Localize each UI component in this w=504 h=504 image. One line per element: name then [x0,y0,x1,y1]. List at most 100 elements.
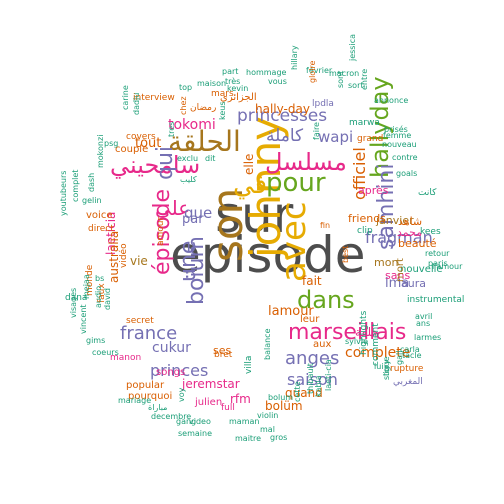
word-entre: entre [360,68,369,90]
word-larmes: larmes [414,333,442,342]
word-maitre: maitre [235,434,262,443]
word-kevin: kevin [227,84,249,93]
word-ans: ans [416,319,431,328]
word-tout: tout [135,136,162,151]
word-bs: bs [95,274,105,283]
word-grand: grand [357,134,384,144]
word-marwa: marwa [349,118,380,128]
word-femme: femme [383,131,412,140]
word-halqa: حلقة [355,325,379,339]
word-audio: audio [94,285,103,308]
word-dash: dash [87,172,96,192]
word-sylvie: sylvie [345,337,369,346]
word-gloire: gloire [308,60,317,83]
word-kees: kees [420,227,441,237]
word-mubaraa: مباراة [148,403,168,412]
word-ligue: ligue [382,356,391,376]
word-gelin: gelin [82,196,102,205]
word-complete: complete [345,345,411,361]
word-youtubeurs: youtubeurs [59,170,68,216]
word-fevrier: février [306,66,333,75]
word-pour: pour [266,168,326,198]
word-lamour-2: l'amour [432,262,463,271]
word-kamila: كاملة [266,126,304,146]
word-keus: keus [218,101,227,120]
word-lui: lui [374,362,384,371]
word-semaine: semaine [178,429,212,438]
word-carla: carla [400,345,420,354]
word-tacle: tacle [402,351,422,360]
word-vous: vous [268,77,287,86]
word-boium: boïum [184,236,209,305]
word-retour: retour [425,249,450,258]
word-apres: après [358,184,389,197]
word-nouveau: nouveau [382,140,417,149]
word-hally-day: hally-day [255,102,310,116]
word-villa: villa [244,355,254,374]
word-popular: popular [126,380,165,391]
word-bolum-2: bolum [268,393,294,402]
word-highlights: highlights [359,310,369,355]
word-avril: avril [415,312,433,321]
word-david: david [103,287,112,310]
word-exclu: exclu [177,154,199,163]
word-psg: psg [104,139,119,148]
word-best: best [341,245,350,263]
word-avec: avec [274,201,314,282]
word-ses: ses [213,344,232,357]
word-laura: laura [398,277,427,290]
word-clip: clip [357,226,373,236]
word-faire: faire [312,122,321,140]
word-laeti-cia: laeti-cia [324,359,333,391]
word-manon: manon [110,353,142,363]
word-mort: mort [395,258,406,282]
word-dadju: dadju [132,92,141,115]
word-anges: anges [285,348,340,369]
word-hillary: hillary [290,45,299,70]
word-shahid: شاهد [398,215,423,228]
word-tres: très [225,77,241,86]
word-cette: cette [293,381,302,402]
word-part: part [222,67,239,76]
word-comment: comment [371,323,381,366]
word-complet: complet [71,169,80,202]
word-ala: على [155,196,191,220]
word-princes: princes [150,361,209,380]
word-saison: saison [287,370,338,389]
word-mon: mon [374,256,399,269]
word-fait: fait [302,274,322,288]
word-kanat: كانت [418,188,437,198]
word-friends: friends [348,212,386,225]
word-fragman: fragman [365,228,433,247]
word-maman: maman [229,417,260,426]
word-pourquoi: pourquoi [128,391,173,402]
word-mal: mal [260,425,275,434]
word-dans: dans [297,286,355,314]
word-quand: quand [285,386,323,400]
word-amour: amour [156,216,166,246]
word-wapi: wapi [318,128,354,146]
word-mohamed: محمد [397,226,423,239]
word-par: par [182,212,204,227]
word-elle: elle [242,153,256,175]
word-top: top [179,83,193,92]
word-instrumental: instrumental [407,295,465,305]
word-nouvelle: nouvelle [400,264,443,275]
word-bolum-1: bolüm [265,399,303,413]
word-balance: balance [263,328,272,361]
word-brises: brisés [384,125,408,134]
word-macron: macron [329,69,360,78]
word-decembre: decembre [151,412,192,421]
word-voice: voice [86,210,113,221]
word-bret: bret [214,350,233,360]
word-dit: dit [205,154,216,163]
word-mariage: mariage [118,396,152,405]
word-chez: chez [179,96,188,115]
word-clip-ar: كليب [180,175,197,184]
word-aljazairi: الجزائري [220,92,257,103]
word-beaute: beauté [398,237,437,250]
word-video-fr: vidéo [119,243,129,268]
word-secret: secret [126,316,154,326]
word-vincent: vincent [79,304,88,334]
word-ramadan: رمضان [190,103,217,113]
